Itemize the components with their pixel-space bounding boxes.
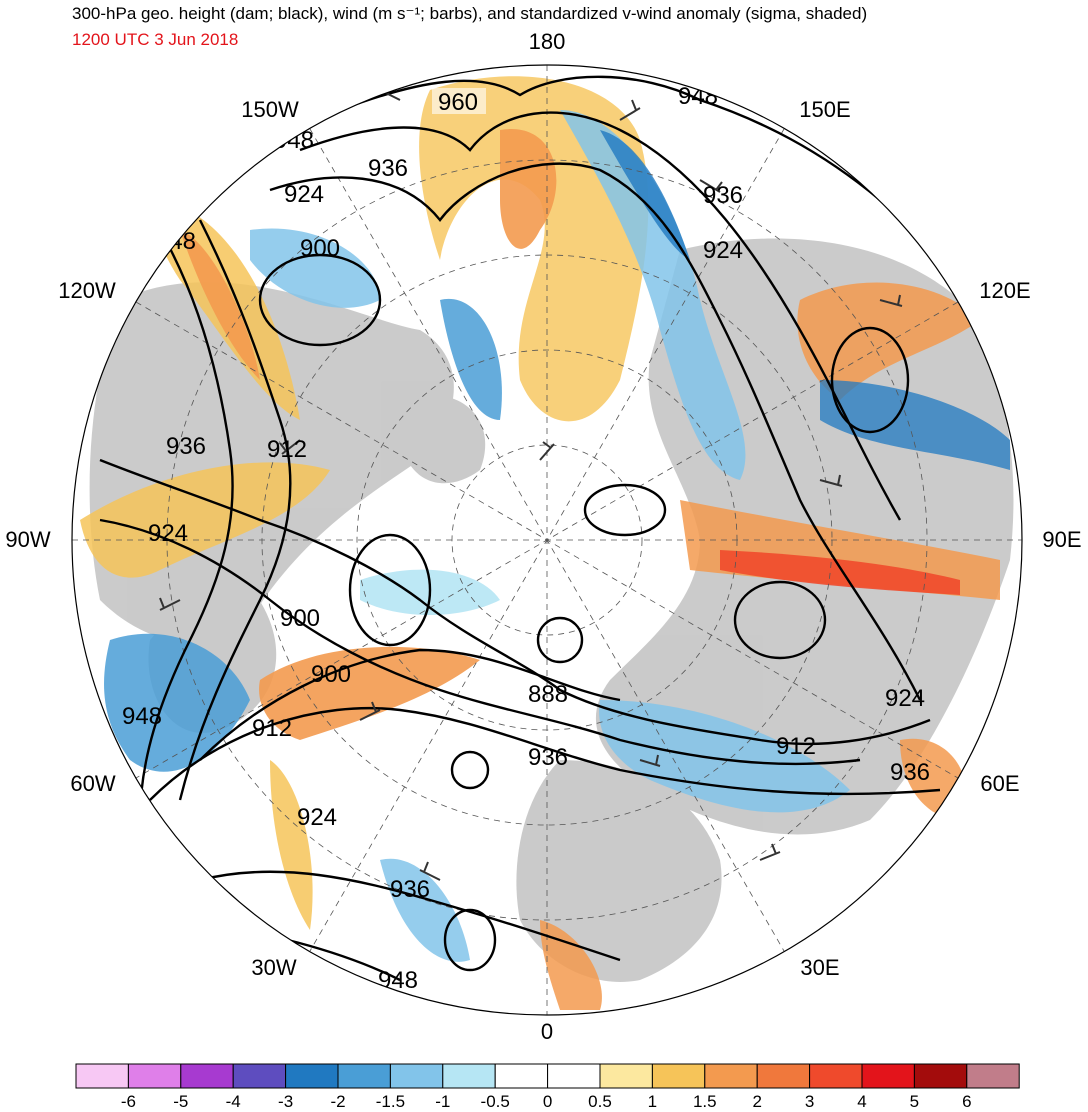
valid-time: 1200 UTC 3 Jun 2018 xyxy=(72,30,239,49)
colorbar-swatch xyxy=(913,1063,968,1089)
colorbar-swatch xyxy=(389,1063,444,1089)
lon-label-30e: 30E xyxy=(800,955,840,980)
contour-label: 948 xyxy=(122,703,162,730)
contour-label: 912 xyxy=(776,733,816,760)
contour-label: 924 xyxy=(297,804,337,831)
wind-barbs xyxy=(159,81,903,881)
colorbar xyxy=(75,1063,1020,1089)
colorbar-swatch xyxy=(337,1063,391,1089)
contour-label: 948 xyxy=(678,83,718,110)
colorbar-swatch xyxy=(966,1063,1020,1089)
contour-label: 936 xyxy=(703,182,743,209)
map-title: 300-hPa geo. height (dam; black), wind (… xyxy=(72,4,868,23)
graticule xyxy=(72,65,1022,1015)
colorbar-tick-label: 3 xyxy=(804,1092,815,1111)
contour-label: 888 xyxy=(528,681,568,708)
contour-label: 960 xyxy=(438,89,478,116)
colorbar-tick-label: -4 xyxy=(225,1092,241,1111)
colorbar-tick-label: 6 xyxy=(962,1092,972,1111)
contour-label: 936 xyxy=(890,759,930,786)
colorbar-tick-label: 4 xyxy=(857,1092,867,1111)
contour-label: 900 xyxy=(300,235,340,262)
colorbar-tick-label: 1.5 xyxy=(692,1092,717,1111)
colorbar-swatch xyxy=(651,1063,706,1089)
colorbar-tick-label: -1 xyxy=(435,1092,451,1111)
lon-label-90e: 90E xyxy=(1042,527,1082,552)
lon-label-150w: 150W xyxy=(241,97,299,122)
contour-label: 936 xyxy=(166,433,206,460)
colorbar-tick-label: -5 xyxy=(173,1092,189,1111)
lon-label-180: 180 xyxy=(528,29,566,54)
contour-label: 948 xyxy=(274,127,314,154)
colorbar-tick-label: -6 xyxy=(120,1092,136,1111)
colorbar-tick-label: 1 xyxy=(647,1092,658,1111)
colorbar-tick-label: -0.5 xyxy=(480,1092,510,1111)
colorbar-swatch xyxy=(442,1063,496,1089)
lon-label-60e: 60E xyxy=(980,771,1020,796)
lon-label-150e: 150E xyxy=(799,97,851,122)
contour-label: 948 xyxy=(378,967,418,994)
map-boundary xyxy=(71,64,1023,1016)
lon-label-0: 0 xyxy=(540,1019,554,1044)
lon-label-120w: 120W xyxy=(58,278,116,303)
contour-label: 924 xyxy=(148,520,188,547)
contour-label: 924 xyxy=(284,181,324,208)
lon-label-30w: 30W xyxy=(251,955,297,980)
colorbar-swatch xyxy=(232,1063,287,1089)
colorbar-swatch xyxy=(599,1063,653,1089)
colorbar-tick-label: -1.5 xyxy=(375,1092,406,1111)
contour-label: 912 xyxy=(267,436,307,463)
height-contours xyxy=(99,75,941,982)
contour-label: 900 xyxy=(280,605,320,632)
lon-label-60w: 60W xyxy=(70,771,116,796)
colorbar-swatch xyxy=(127,1063,182,1089)
lon-label-90w: 90W xyxy=(5,527,51,552)
lon-label-120e: 120E xyxy=(979,278,1031,303)
contour-label: 948 xyxy=(156,228,196,255)
colorbar-swatch xyxy=(285,1063,339,1089)
colorbar-tick-label: -2 xyxy=(330,1092,346,1111)
colorbar-tick-label: 0.5 xyxy=(588,1092,612,1111)
contour-label: 936 xyxy=(528,744,568,771)
colorbar-swatch xyxy=(494,1063,549,1089)
colorbar-swatch xyxy=(704,1063,758,1089)
contour-label: 936 xyxy=(390,876,430,903)
colorbar-swatch xyxy=(756,1063,811,1089)
contour-label: 924 xyxy=(885,685,925,712)
colorbar-swatch xyxy=(809,1063,863,1089)
contour-label: 900 xyxy=(311,661,351,688)
contour-label: 912 xyxy=(252,715,292,742)
colorbar-tick-label: 5 xyxy=(909,1092,920,1111)
contour-label: 924 xyxy=(703,237,743,264)
contour-label: 936 xyxy=(368,155,408,182)
colorbar-tick-label: 2 xyxy=(752,1092,762,1111)
colorbar-swatch xyxy=(180,1063,234,1089)
polar-map: 960 948 948 936 924 936 924 900 948 936 … xyxy=(71,64,1023,1016)
colorbar-swatch xyxy=(75,1063,129,1089)
colorbar-tick-label: -3 xyxy=(278,1092,294,1111)
colorbar-tick-label: 0 xyxy=(542,1092,553,1111)
colorbar-swatch xyxy=(861,1063,915,1089)
colorbar-swatch xyxy=(547,1063,601,1089)
